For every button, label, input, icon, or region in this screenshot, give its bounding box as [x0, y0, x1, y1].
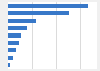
Bar [8, 41, 19, 45]
Bar [8, 33, 21, 38]
Bar [8, 48, 16, 52]
Bar [8, 26, 27, 30]
Bar [8, 63, 10, 67]
Bar [8, 19, 36, 23]
Bar [8, 11, 69, 15]
Bar [8, 4, 88, 8]
Bar [8, 56, 13, 60]
